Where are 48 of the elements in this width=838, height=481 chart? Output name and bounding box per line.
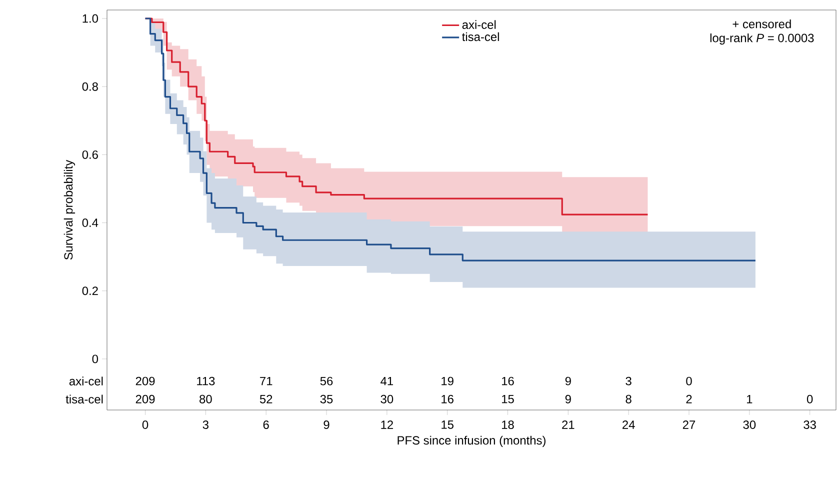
annotation: 113 (197, 376, 215, 386)
annotation: log-rank P = 0.0003 (710, 33, 814, 45)
x-tick-label: 30 (743, 420, 756, 429)
annotation: 35 (320, 394, 333, 404)
annotation: 9 (565, 394, 571, 404)
legend-label: axi-cel (462, 20, 496, 29)
x-axis-title: PFS since infusion (months) (398, 436, 546, 447)
text: axi-cel (69, 376, 103, 386)
annotation: + censored (732, 20, 791, 28)
y-tick-label: 0.4 (82, 218, 98, 227)
x-tick-label: 21 (562, 420, 574, 429)
text: tisa-cel (66, 394, 103, 404)
annotation: 56 (320, 376, 333, 386)
annotation: 80 (200, 394, 212, 404)
annotation: 41 (380, 376, 393, 386)
x-tick-label: 15 (442, 420, 454, 429)
x-tick-label: 18 (502, 420, 514, 429)
x-tick-label: 24 (622, 420, 635, 429)
x-tick-label: 12 (381, 420, 393, 429)
y-tick-label: 0.8 (82, 82, 98, 91)
annotation: 16 (502, 376, 514, 386)
annotation: 0 (686, 376, 692, 386)
y-tick-label: 0.2 (82, 286, 98, 296)
annotation: 1 (746, 395, 752, 404)
annotation: 16 (442, 394, 454, 404)
annotation: 15 (502, 394, 514, 404)
x-tick-label: 27 (682, 420, 696, 429)
annotation: 52 (260, 394, 272, 404)
y-tick-label: 1.0 (82, 14, 98, 23)
annotation: 71 (260, 376, 272, 386)
x-tick-label: 9 (324, 420, 330, 429)
annotation: 3 (626, 376, 632, 386)
annotation: 30 (380, 394, 394, 404)
x-tick-label: 6 (263, 420, 269, 429)
legend-label: tisa-cel (462, 32, 499, 42)
annotation: 8 (626, 394, 632, 404)
x-tick-label: 33 (804, 420, 816, 429)
annotation: 2 (686, 394, 692, 404)
annotation: 19 (442, 376, 454, 386)
x-tick-label: 0 (142, 420, 148, 429)
annotation: 209 (136, 376, 155, 386)
y-tick-label: 0 (92, 354, 98, 364)
annotation: 9 (565, 376, 571, 386)
y-tick-label: 0.6 (82, 150, 98, 159)
x-tick-label: 3 (202, 420, 208, 429)
y-axis-title: Survival probability (64, 160, 76, 260)
annotation: 0 (806, 394, 813, 404)
annotation: 209 (136, 394, 155, 404)
